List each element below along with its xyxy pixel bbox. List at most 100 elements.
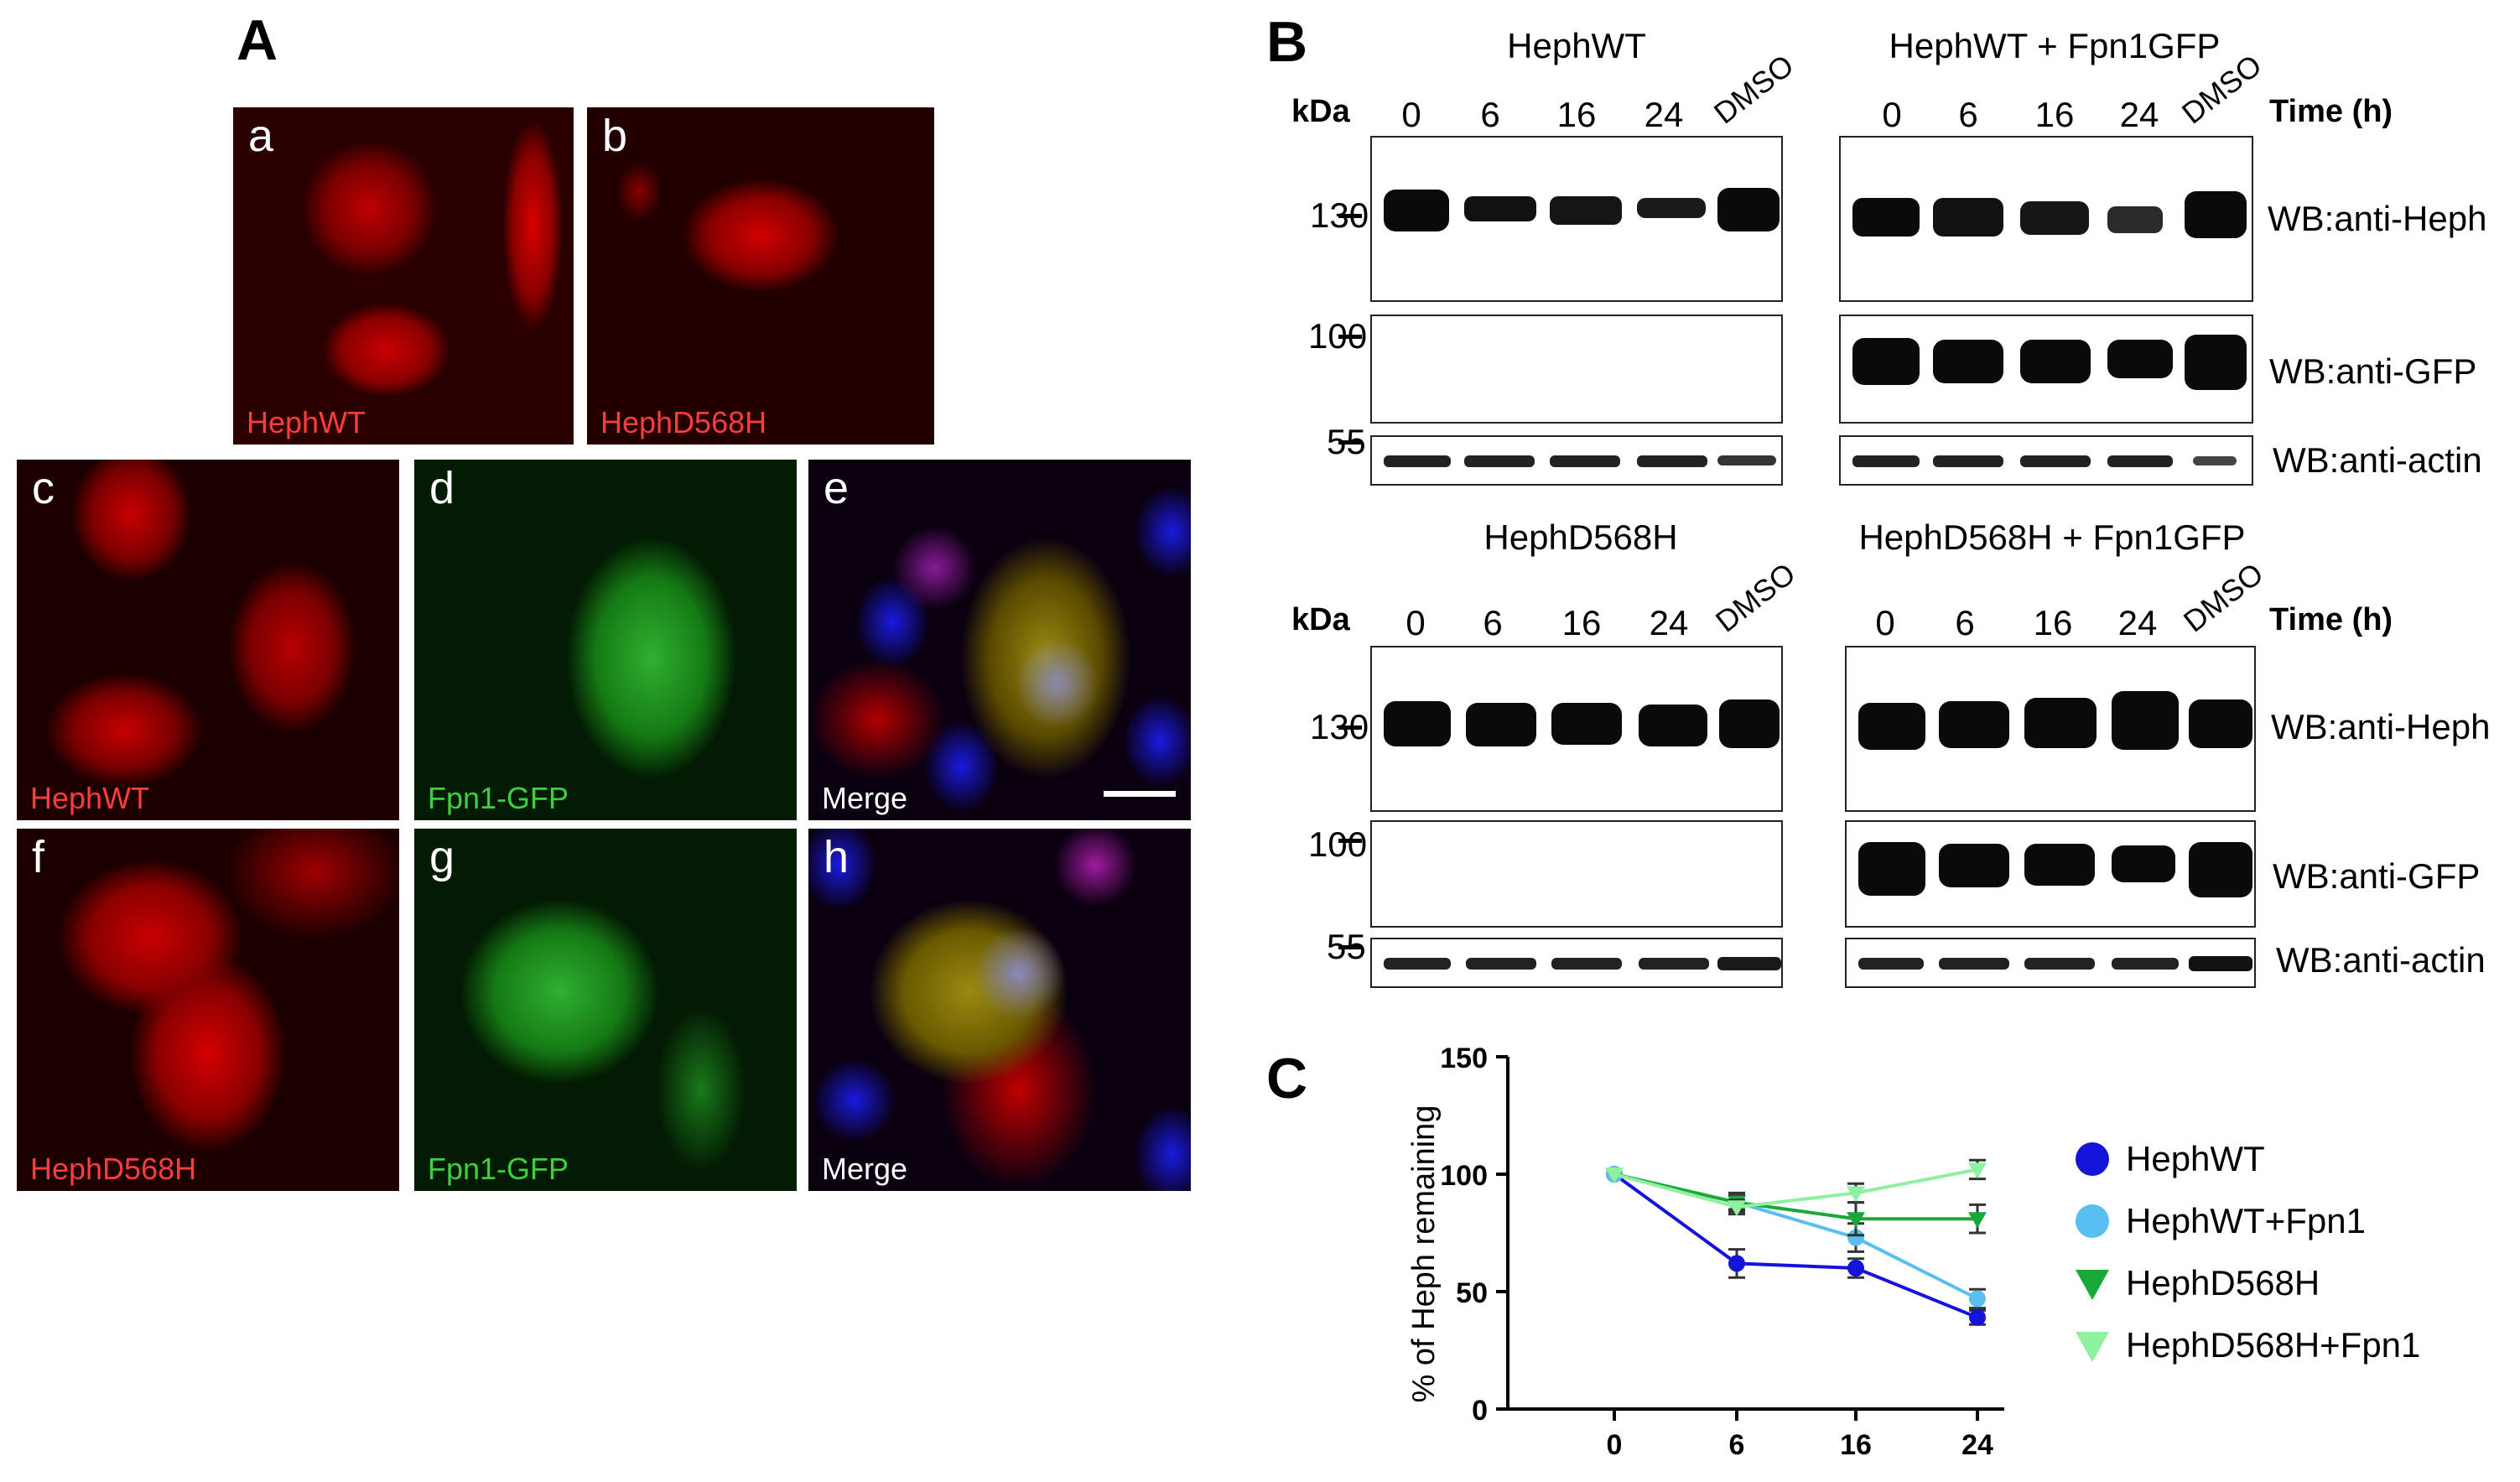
legend-marker xyxy=(2076,1270,2109,1300)
blot-hephd568h-fpn1gfp-heph xyxy=(1845,646,2256,812)
micrograph-b: b HephD568H xyxy=(587,107,934,445)
blot-hephwt-actin xyxy=(1370,435,1783,486)
micrograph-caption: HephD568H xyxy=(30,1152,197,1186)
y-tick-label: 100 xyxy=(1440,1160,1488,1192)
chart-axes: 0 50 100 150 0 6 16 24 xyxy=(1440,1043,2004,1461)
mw-tick xyxy=(1338,214,1362,218)
series-line xyxy=(1613,1173,1978,1319)
wb-label-gfp: WB:anti-GFP xyxy=(2273,856,2481,896)
panel-label-b: B xyxy=(1266,10,1308,74)
x-tick-label: 16 xyxy=(1840,1429,1872,1461)
micrograph-a: a HephWT xyxy=(233,107,574,445)
blot-hephd568h-fpn1gfp-actin xyxy=(1845,938,2256,988)
lane-label: 6 xyxy=(1958,95,1978,134)
blot-hephd568h-actin xyxy=(1370,938,1783,988)
y-tick-label: 0 xyxy=(1472,1395,1488,1427)
panel-label-c: C xyxy=(1266,1047,1308,1110)
lane-label: 6 xyxy=(1483,603,1503,642)
series-line xyxy=(1613,1173,1978,1301)
lane-label: 16 xyxy=(1561,603,1602,642)
chart-series-layer xyxy=(1605,1158,1987,1326)
group-title-hephd568h-fpn1gfp: HephD568H + Fpn1GFP xyxy=(1858,517,2246,557)
kda-label: kDa xyxy=(1291,94,1350,129)
micrograph-letter: a xyxy=(248,111,274,161)
lane-label-dmso: DMSO xyxy=(2176,555,2270,639)
lane-label: 6 xyxy=(1480,95,1500,134)
micrograph-e: e Merge xyxy=(808,460,1191,820)
lane-label: 24 xyxy=(2119,95,2159,134)
y-axis-label: % of Heph remaining xyxy=(1406,1105,1442,1403)
blot-hephd568h-fpn1gfp-gfp xyxy=(1845,820,2256,928)
data-point xyxy=(1847,1212,1865,1229)
mw-tick xyxy=(1338,335,1362,339)
kda-label: kDa xyxy=(1291,602,1350,637)
data-point xyxy=(1968,1212,1987,1229)
wb-label-heph: WB:anti-Heph xyxy=(2271,707,2491,746)
lane-label: 24 xyxy=(2117,603,2158,642)
group-title-hephwt: HephWT xyxy=(1507,26,1646,65)
mw-tick xyxy=(1338,839,1362,843)
micrograph-letter: g xyxy=(429,832,455,882)
wb-label-gfp: WB:anti-GFP xyxy=(2269,351,2477,391)
lane-label: 6 xyxy=(1955,603,1975,642)
legend-label: HephWT xyxy=(2126,1139,2265,1178)
micrograph-caption: HephD568H xyxy=(600,405,767,439)
legend-label: HephD568H+Fpn1 xyxy=(2126,1325,2420,1365)
y-tick-label: 150 xyxy=(1440,1043,1488,1074)
series-line xyxy=(1613,1173,1977,1221)
micrograph-caption: Fpn1-GFP xyxy=(428,781,569,815)
data-point xyxy=(1728,1255,1745,1272)
micrograph-letter: e xyxy=(824,463,850,513)
micrograph-letter: h xyxy=(824,832,850,882)
legend-label: HephD568H xyxy=(2126,1263,2320,1303)
legend-marker xyxy=(2076,1142,2109,1176)
x-tick-label: 0 xyxy=(1607,1429,1623,1461)
wb-label-actin: WB:anti-actin xyxy=(2276,940,2486,980)
lane-label: 24 xyxy=(1644,95,1684,134)
lane-label: 24 xyxy=(1649,603,1689,642)
legend-marker xyxy=(2076,1204,2109,1238)
lane-label: 16 xyxy=(1556,95,1597,134)
data-point xyxy=(1968,1162,1987,1179)
blot-hephd568h-gfp xyxy=(1370,820,1783,928)
micrograph-f: f HephD568H xyxy=(17,829,399,1191)
series-line xyxy=(1613,1167,1978,1209)
blot-hephwt-heph xyxy=(1370,136,1783,302)
blot-hephwt-fpn1gfp-actin xyxy=(1839,435,2253,486)
data-point xyxy=(1847,1260,1864,1277)
lane-label: 16 xyxy=(2033,603,2073,642)
data-point xyxy=(1605,1167,1624,1183)
micrograph-letter: c xyxy=(32,463,55,513)
mw-tick xyxy=(1338,725,1362,730)
chart-legend: HephWT HephWT+Fpn1 HephD568H HephD568H+Fpn1 xyxy=(2076,1139,2420,1365)
mw-marker: 100 xyxy=(1308,824,1368,864)
group-title-hephwt-fpn1gfp: HephWT + Fpn1GFP xyxy=(1889,26,2221,65)
micrograph-letter: f xyxy=(32,832,45,882)
lane-label: 0 xyxy=(1405,603,1426,642)
micrograph-caption: HephWT xyxy=(247,405,366,439)
data-point xyxy=(1728,1200,1746,1217)
heph-remaining-chart: 0 50 100 150 0 6 16 24 % of Heph remaining Heph… xyxy=(1406,1043,2420,1461)
micrograph-caption: Merge xyxy=(822,781,908,815)
panel-label-a: A xyxy=(236,8,278,72)
data-point xyxy=(1847,1186,1865,1203)
micrograph-h: h Merge xyxy=(808,829,1191,1191)
time-label: Time (h) xyxy=(2269,94,2393,129)
micrograph-caption: Fpn1-GFP xyxy=(428,1152,569,1186)
group-title-hephd568h: HephD568H xyxy=(1483,517,1678,557)
x-tick-label: 24 xyxy=(1961,1429,1993,1461)
scale-bar xyxy=(1104,791,1176,797)
lane-label-dmso: DMSO xyxy=(1708,555,1802,639)
lane-label-dmso: DMSO xyxy=(1707,47,1800,131)
y-tick-label: 50 xyxy=(1456,1277,1488,1309)
x-tick-label: 6 xyxy=(1729,1429,1745,1461)
time-label: Time (h) xyxy=(2269,602,2393,637)
micrograph-g: g Fpn1-GFP xyxy=(414,829,797,1191)
blot-hephwt-fpn1gfp-gfp xyxy=(1839,315,2253,424)
blot-hephd568h-heph xyxy=(1370,646,1783,812)
data-point xyxy=(1969,1308,1986,1326)
legend-label: HephWT+Fpn1 xyxy=(2126,1201,2366,1240)
micrograph-caption: Merge xyxy=(822,1152,908,1186)
lane-label: 16 xyxy=(2034,95,2075,134)
micrograph-d: d Fpn1-GFP xyxy=(414,460,797,820)
